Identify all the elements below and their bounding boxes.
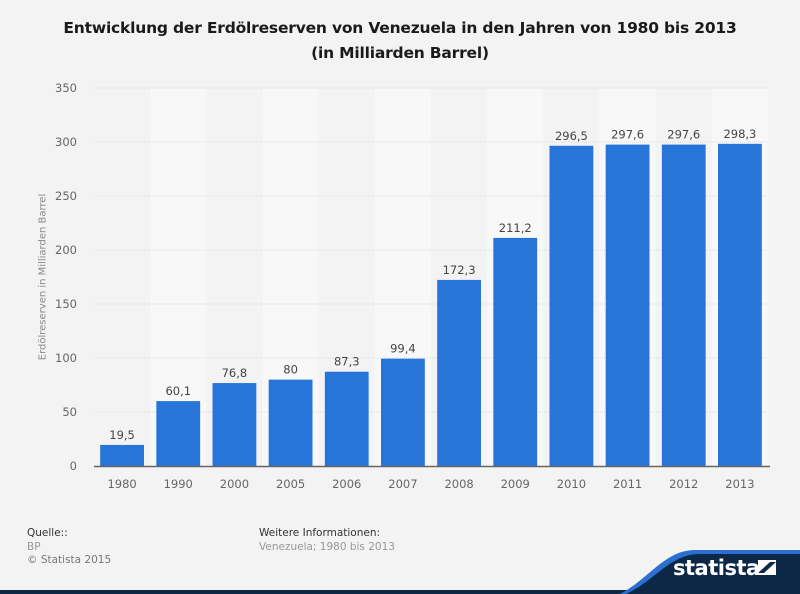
brand-bar [0, 590, 800, 594]
gridlines [94, 87, 768, 413]
info-value: Venezuela; 1980 bis 2013 [259, 540, 395, 553]
value-label: 297,6 [611, 128, 644, 142]
x-tick-label: 2012 [669, 477, 698, 491]
copyright: © Statista 2015 [27, 554, 112, 566]
bar-2009[interactable] [493, 237, 538, 466]
x-tick-label: 2009 [501, 477, 530, 491]
value-label: 87,3 [334, 355, 360, 369]
value-label: 19,5 [109, 428, 135, 442]
bar-2010[interactable] [549, 145, 594, 466]
x-tick-label: 2013 [725, 477, 754, 491]
value-label: 76,8 [222, 366, 248, 380]
x-tick-label: 2008 [444, 477, 473, 491]
y-tick-label: 50 [62, 405, 77, 419]
value-label: 211,2 [499, 221, 532, 235]
x-axis-ticks: 1980 1990 2000 2005 2006 2007 2008 2009 2010 2011… [107, 477, 754, 491]
bar-2006[interactable] [324, 371, 369, 466]
chart-title: Entwicklung der Erdölreserven von Venezu… [0, 16, 800, 66]
bar-2000[interactable] [212, 383, 257, 466]
value-label: 296,5 [555, 129, 588, 143]
bar-2007[interactable] [381, 358, 425, 466]
y-axis-label: Erdölreserven in Milliarden Barrel [37, 193, 49, 361]
info-label: Weitere Informationen: [259, 527, 381, 539]
value-labels: 19,5 60,1 76,8 80 87,3 99,4 172,3 211,2 296,5 297… [109, 127, 756, 442]
value-label: 172,3 [443, 263, 476, 277]
source-block: Quelle:: BP © Statista 2015 [27, 527, 111, 568]
bar-1990[interactable] [156, 401, 201, 466]
chart-title-line2: (in Milliarden Barrel) [311, 44, 489, 62]
x-tick-label: 2000 [220, 477, 249, 491]
y-tick-label: 200 [55, 243, 77, 257]
y-axis-ticks: 0 50 100 150 200 250 300 350 [55, 81, 77, 473]
statista-brand-badge[interactable] [620, 538, 800, 594]
info-block: Weitere Informationen: Venezuela; 1980 b… [259, 527, 395, 554]
source-value[interactable]: BP [27, 540, 41, 553]
y-tick-label: 150 [55, 297, 77, 311]
bar-2005[interactable] [268, 379, 313, 466]
y-tick-label: 300 [55, 135, 77, 149]
statista-logo-icon [758, 560, 776, 575]
x-tick-label: 2007 [388, 477, 417, 491]
bar-2008[interactable] [437, 279, 481, 466]
x-tick-label: 2011 [613, 477, 642, 491]
x-tick-label: 2005 [276, 477, 305, 491]
brand-name[interactable]: statista [673, 556, 760, 580]
bar-1980[interactable] [100, 444, 144, 466]
bar-chart: 0 50 100 150 200 250 300 350 19,5 60,1 76,8 80 87,3… [55, 81, 770, 491]
value-label: 99,4 [390, 342, 416, 356]
bars [100, 143, 762, 467]
y-tick-label: 250 [55, 189, 77, 203]
x-tick-label: 1990 [164, 477, 193, 491]
x-tick-label: 2006 [332, 477, 361, 491]
y-tick-label: 350 [55, 81, 77, 95]
value-label: 80 [283, 363, 298, 377]
bar-2013[interactable] [718, 143, 762, 466]
y-tick-label: 100 [55, 351, 77, 365]
value-label: 60,1 [165, 384, 191, 398]
source-label: Quelle:: [27, 527, 68, 539]
y-tick-label: 0 [70, 459, 77, 473]
value-label: 297,6 [667, 128, 700, 142]
x-tick-label: 1980 [107, 477, 136, 491]
bar-2011[interactable] [605, 144, 650, 467]
value-label: 298,3 [723, 127, 756, 141]
bar-2012[interactable] [661, 144, 706, 467]
chart-title-line1: Entwicklung der Erdölreserven von Venezu… [63, 19, 737, 37]
x-tick-label: 2010 [557, 477, 586, 491]
